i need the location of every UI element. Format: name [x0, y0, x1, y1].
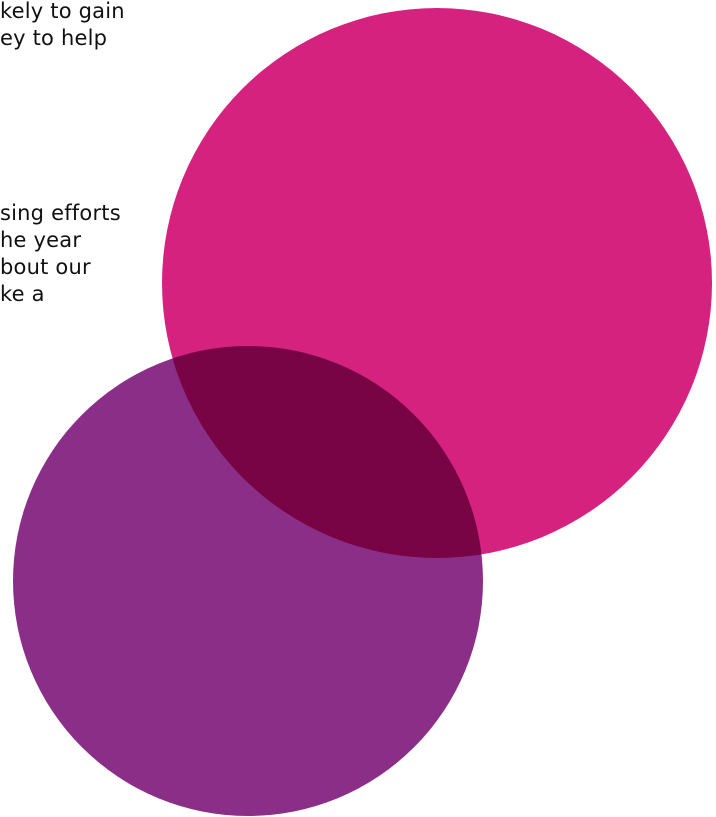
text-line: ke a — [0, 282, 45, 306]
body-text-fragment-top: kely to gain ey to help — [0, 0, 125, 52]
text-line: he year — [0, 228, 82, 252]
text-line: kely to gain — [0, 0, 125, 23]
text-line: ey to help — [0, 26, 108, 50]
text-line: sing efforts — [0, 201, 121, 225]
body-text-fragment-middle: sing efforts he year bout our ke a — [0, 200, 121, 308]
text-line: bout our — [0, 255, 91, 279]
circle-overlap — [162, 346, 483, 558]
